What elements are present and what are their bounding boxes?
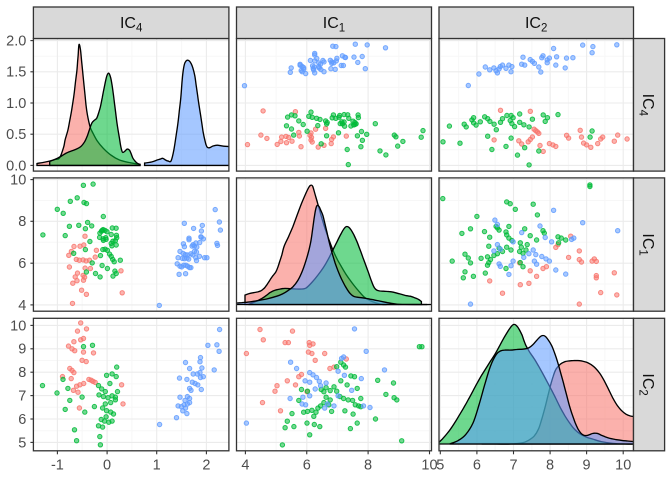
svg-text:10: 10 bbox=[10, 318, 26, 334]
svg-text:2.0: 2.0 bbox=[6, 34, 26, 50]
svg-text:7: 7 bbox=[18, 389, 26, 405]
svg-text:6: 6 bbox=[473, 457, 481, 473]
svg-text:6: 6 bbox=[303, 457, 311, 473]
svg-text:8: 8 bbox=[364, 457, 372, 473]
svg-text:0.0: 0.0 bbox=[6, 158, 26, 174]
svg-text:10: 10 bbox=[10, 173, 26, 189]
svg-text:1: 1 bbox=[153, 457, 161, 473]
svg-text:8: 8 bbox=[18, 214, 26, 230]
svg-text:9: 9 bbox=[18, 342, 26, 358]
svg-text:7: 7 bbox=[509, 457, 517, 473]
svg-text:8: 8 bbox=[18, 365, 26, 381]
svg-text:0: 0 bbox=[103, 457, 111, 473]
svg-text:2: 2 bbox=[202, 457, 210, 473]
svg-text:1.0: 1.0 bbox=[6, 96, 26, 112]
svg-text:4: 4 bbox=[18, 298, 26, 314]
svg-text:0.5: 0.5 bbox=[6, 127, 26, 143]
svg-text:1.5: 1.5 bbox=[6, 65, 26, 81]
svg-text:5: 5 bbox=[436, 457, 444, 473]
svg-text:10: 10 bbox=[421, 457, 437, 473]
svg-text:6: 6 bbox=[18, 412, 26, 428]
svg-text:5: 5 bbox=[18, 435, 26, 451]
svg-text:4: 4 bbox=[241, 457, 249, 473]
svg-text:6: 6 bbox=[18, 256, 26, 272]
svg-text:9: 9 bbox=[583, 457, 591, 473]
svg-text:10: 10 bbox=[615, 457, 631, 473]
svg-text:-1: -1 bbox=[51, 457, 64, 473]
svg-text:8: 8 bbox=[546, 457, 554, 473]
